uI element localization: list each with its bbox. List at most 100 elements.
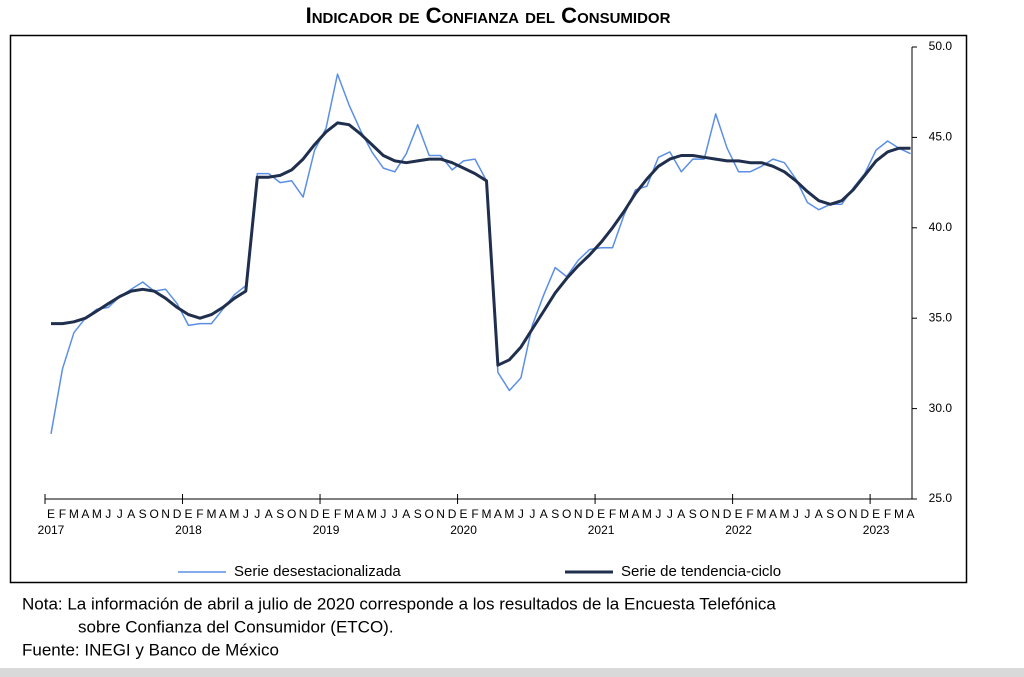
- x-tick-label: F: [746, 507, 753, 521]
- x-tick-label: J: [529, 507, 535, 521]
- x-tick-label: A: [81, 507, 89, 521]
- x-tick-label: O: [837, 507, 846, 521]
- x-tick-label: A: [906, 507, 914, 521]
- x-tick-label: F: [471, 507, 478, 521]
- x-tick-label: J: [518, 507, 524, 521]
- x-tick-label: M: [481, 507, 491, 521]
- x-tick-label: J: [392, 507, 398, 521]
- x-tick-label: M: [367, 507, 377, 521]
- x-tick-label: M: [69, 507, 79, 521]
- x-tick-label: F: [884, 507, 891, 521]
- x-tick-label: J: [117, 507, 123, 521]
- x-tick-label: D: [585, 507, 594, 521]
- x-tick-label: D: [723, 507, 732, 521]
- x-tick-label: M: [894, 507, 904, 521]
- chart-title: Indicador de Confianza del Consumidor: [306, 3, 671, 28]
- x-tick-label: A: [356, 507, 364, 521]
- x-tick-label: A: [265, 507, 273, 521]
- x-tick-label: O: [562, 507, 571, 521]
- legend-label: Serie desestacionalizada: [234, 563, 401, 580]
- x-tick-label: S: [826, 507, 834, 521]
- x-tick-label: N: [574, 507, 583, 521]
- y-tick-label: 50.0: [929, 39, 953, 53]
- x-tick-label: N: [299, 507, 308, 521]
- x-tick-label: A: [402, 507, 410, 521]
- x-tick-label: M: [344, 507, 354, 521]
- x-tick-label: O: [287, 507, 296, 521]
- x-tick-label: S: [276, 507, 284, 521]
- x-tick-label: F: [609, 507, 616, 521]
- x-tick-label: A: [540, 507, 548, 521]
- x-tick-label: M: [92, 507, 102, 521]
- x-tick-label: M: [779, 507, 789, 521]
- x-tick-label: J: [804, 507, 810, 521]
- x-tick-label: N: [436, 507, 445, 521]
- x-tick-label: S: [551, 507, 559, 521]
- x-tick-label: O: [149, 507, 158, 521]
- y-tick-label: 35.0: [929, 310, 953, 324]
- x-tick-label: F: [196, 507, 203, 521]
- x-tick-label: F: [59, 507, 66, 521]
- series-line: [51, 121, 911, 367]
- x-tick-label: O: [425, 507, 434, 521]
- x-tick-label: A: [769, 507, 777, 521]
- x-tick-label: A: [631, 507, 639, 521]
- x-tick-label: E: [872, 507, 880, 521]
- x-tick-label: A: [219, 507, 227, 521]
- x-tick-label: S: [139, 507, 147, 521]
- x-tick-label: E: [597, 507, 605, 521]
- x-tick-label: O: [700, 507, 709, 521]
- x-tick-label: S: [414, 507, 422, 521]
- x-tick-label: A: [815, 507, 823, 521]
- x-tick-label: D: [448, 507, 457, 521]
- x-tick-label: N: [849, 507, 858, 521]
- x-tick-label: N: [161, 507, 170, 521]
- x-tick-label: M: [757, 507, 767, 521]
- x-tick-label: J: [105, 507, 111, 521]
- note: Fuente: INEGI y Banco de México: [22, 640, 279, 659]
- year-label: 2019: [313, 523, 340, 537]
- series-line: [50, 73, 911, 435]
- x-tick-label: J: [243, 507, 249, 521]
- y-tick-label: 30.0: [929, 401, 953, 415]
- x-tick-label: D: [860, 507, 869, 521]
- y-tick-label: 40.0: [929, 220, 953, 234]
- x-tick-label: J: [793, 507, 799, 521]
- x-tick-label: J: [667, 507, 673, 521]
- year-label: 2020: [450, 523, 477, 537]
- year-label: 2021: [588, 523, 615, 537]
- x-tick-label: M: [619, 507, 629, 521]
- x-tick-label: J: [254, 507, 260, 521]
- y-tick-label: 45.0: [929, 130, 953, 144]
- x-tick-label: J: [380, 507, 386, 521]
- x-tick-label: A: [494, 507, 502, 521]
- legend-label: Serie de tendencia-ciclo: [621, 563, 781, 580]
- x-tick-label: E: [185, 507, 193, 521]
- year-label: 2023: [863, 523, 890, 537]
- x-tick-label: N: [711, 507, 720, 521]
- chart-frame: [9, 34, 968, 584]
- x-tick-label: M: [504, 507, 514, 521]
- x-tick-label: D: [173, 507, 182, 521]
- x-tick-label: E: [460, 507, 468, 521]
- y-tick-label: 25.0: [929, 491, 953, 505]
- x-tick-label: M: [206, 507, 216, 521]
- x-tick-label: M: [642, 507, 652, 521]
- x-tick-label: S: [689, 507, 697, 521]
- x-tick-label: A: [677, 507, 685, 521]
- x-tick-label: F: [334, 507, 341, 521]
- x-tick-label: E: [735, 507, 743, 521]
- note: Nota: La información de abril a julio de…: [22, 594, 776, 613]
- bottom-bar: [0, 668, 1024, 677]
- x-tick-label: E: [47, 507, 55, 521]
- x-tick-label: J: [655, 507, 661, 521]
- x-tick-label: E: [322, 507, 330, 521]
- year-label: 2018: [175, 523, 202, 537]
- x-tick-label: M: [229, 507, 239, 521]
- x-tick-label: A: [127, 507, 135, 521]
- year-label: 2017: [38, 523, 65, 537]
- note: sobre Confianza del Consumidor (ETCO).: [78, 617, 394, 636]
- year-label: 2022: [725, 523, 752, 537]
